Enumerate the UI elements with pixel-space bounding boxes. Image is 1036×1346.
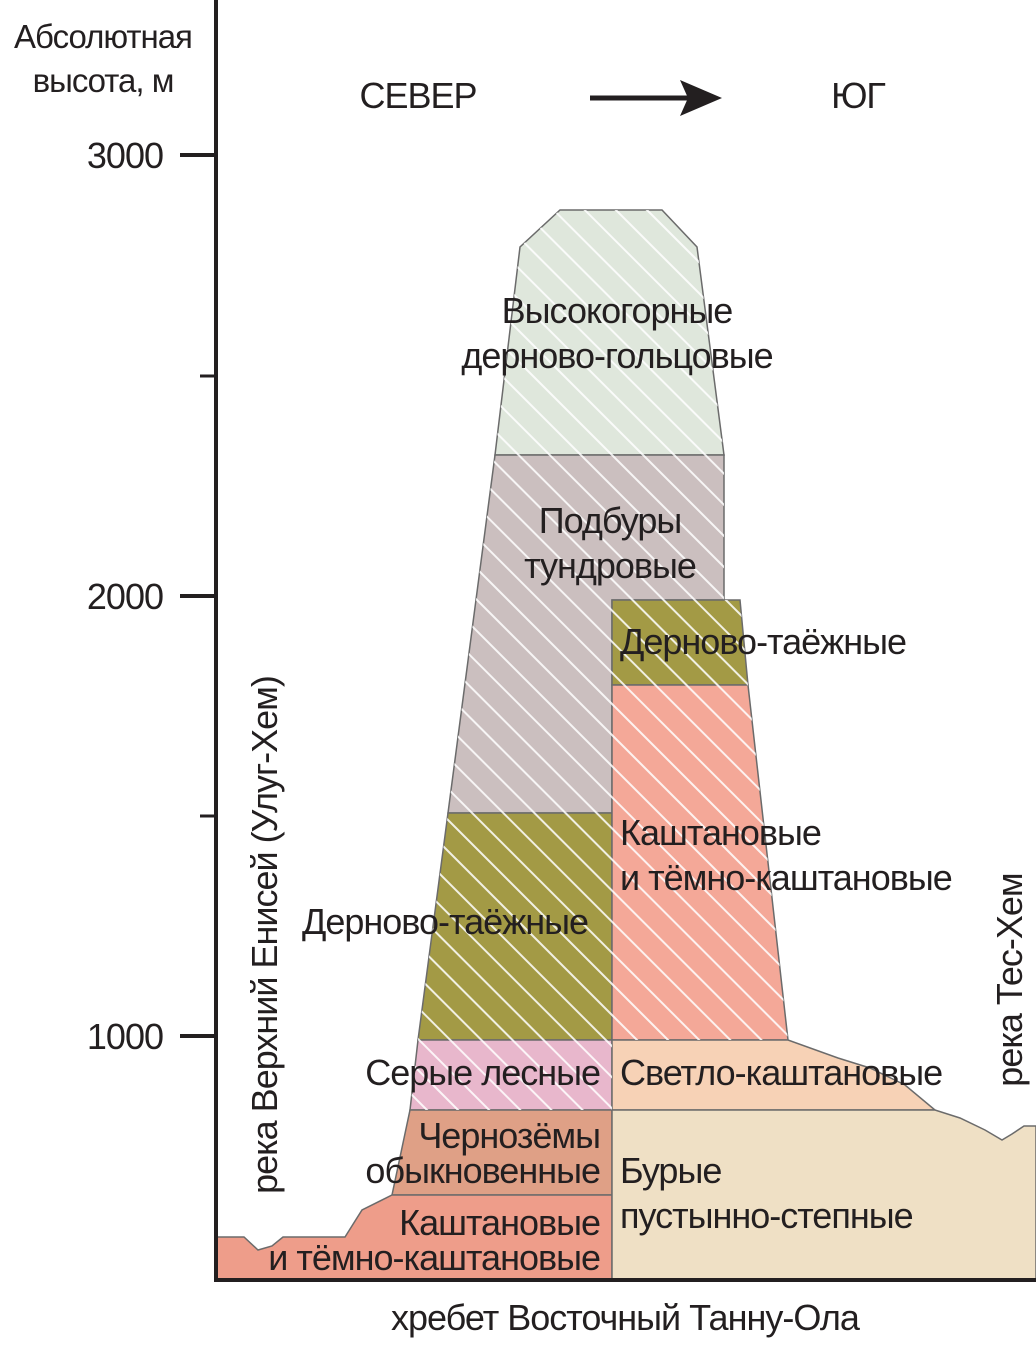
direction-north: СЕВЕР <box>359 75 476 116</box>
label-kashtan-south-1: Каштановые <box>620 812 821 853</box>
river-left-label: река Верхний Енисей (Улуг-Хем) <box>244 676 285 1194</box>
label-highland-1: Высокогорные <box>502 290 733 331</box>
label-brown-desert-1: Бурые <box>620 1150 721 1191</box>
label-dernovo-south: Дерново-таёжные <box>620 621 906 662</box>
label-grey-forest: Серые лесные <box>365 1052 600 1093</box>
river-right-label: река Тес-Хем <box>989 873 1030 1086</box>
tick-label-3000: 3000 <box>87 135 163 176</box>
hatch-overlay <box>410 210 788 1110</box>
direction-south: ЮГ <box>831 75 885 116</box>
tick-label-1000: 1000 <box>87 1016 163 1057</box>
label-highland-2: дерново-гольцовые <box>461 335 772 376</box>
direction-arrow-icon <box>590 80 722 116</box>
axis-title-line1: Абсолютная <box>14 18 192 55</box>
label-chernozem-1: Чернозёмы <box>418 1115 600 1156</box>
label-light-kashtan: Светло-каштановые <box>620 1052 942 1093</box>
label-kashtan-south-2: и тёмно-каштановые <box>620 857 952 898</box>
tick-label-2000: 2000 <box>87 576 163 617</box>
label-brown-desert-2: пустынно-степные <box>620 1195 913 1236</box>
ridge-caption: хребет Восточный Танну-Ола <box>391 1297 861 1338</box>
label-podbury-2: тундровые <box>524 545 696 586</box>
label-podbury-1: Подбуры <box>539 500 681 541</box>
label-kashtan-north-2: и тёмно-каштановые <box>268 1237 600 1278</box>
elevation-axis <box>180 0 1036 1282</box>
label-chernozem-2: обыкновенные <box>365 1150 600 1191</box>
label-kashtan-north-1: Каштановые <box>399 1202 600 1243</box>
axis-title-line2: высота, м <box>33 62 174 99</box>
label-dernovo-north: Дерново-таёжные <box>302 901 588 942</box>
